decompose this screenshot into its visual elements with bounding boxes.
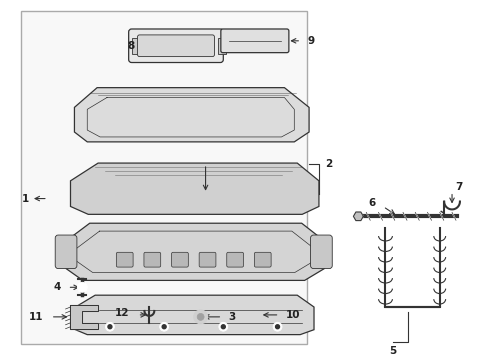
- Text: 6: 6: [369, 198, 376, 208]
- Text: 1: 1: [22, 194, 29, 203]
- Text: 4: 4: [53, 282, 61, 292]
- Circle shape: [108, 325, 112, 329]
- Text: 12: 12: [115, 308, 130, 318]
- FancyBboxPatch shape: [144, 252, 161, 267]
- Circle shape: [160, 322, 169, 331]
- Circle shape: [275, 325, 279, 329]
- Circle shape: [273, 322, 282, 331]
- Polygon shape: [71, 305, 98, 329]
- FancyBboxPatch shape: [55, 235, 77, 269]
- Bar: [21, 11, 307, 345]
- Bar: [219, 38, 226, 54]
- FancyBboxPatch shape: [129, 29, 223, 63]
- Circle shape: [194, 310, 208, 324]
- Polygon shape: [74, 87, 309, 142]
- Polygon shape: [71, 163, 319, 214]
- FancyBboxPatch shape: [199, 252, 216, 267]
- Text: 7: 7: [455, 182, 463, 192]
- Circle shape: [77, 282, 87, 292]
- Text: 8: 8: [127, 41, 135, 51]
- Bar: [132, 38, 140, 54]
- Polygon shape: [66, 223, 324, 280]
- FancyBboxPatch shape: [138, 35, 215, 57]
- FancyBboxPatch shape: [227, 252, 244, 267]
- FancyBboxPatch shape: [311, 235, 332, 269]
- Circle shape: [105, 322, 114, 331]
- FancyBboxPatch shape: [254, 252, 271, 267]
- Polygon shape: [75, 295, 314, 335]
- Polygon shape: [353, 212, 363, 221]
- FancyBboxPatch shape: [221, 29, 289, 53]
- Text: 9: 9: [307, 36, 314, 46]
- Text: 2: 2: [325, 159, 332, 169]
- Circle shape: [221, 325, 225, 329]
- Circle shape: [219, 322, 228, 331]
- Text: 5: 5: [389, 346, 396, 356]
- Text: 11: 11: [28, 312, 43, 322]
- Circle shape: [197, 314, 204, 320]
- Text: 10: 10: [285, 310, 300, 320]
- FancyBboxPatch shape: [116, 252, 133, 267]
- Circle shape: [162, 325, 166, 329]
- Text: 3: 3: [228, 312, 236, 322]
- FancyBboxPatch shape: [172, 252, 188, 267]
